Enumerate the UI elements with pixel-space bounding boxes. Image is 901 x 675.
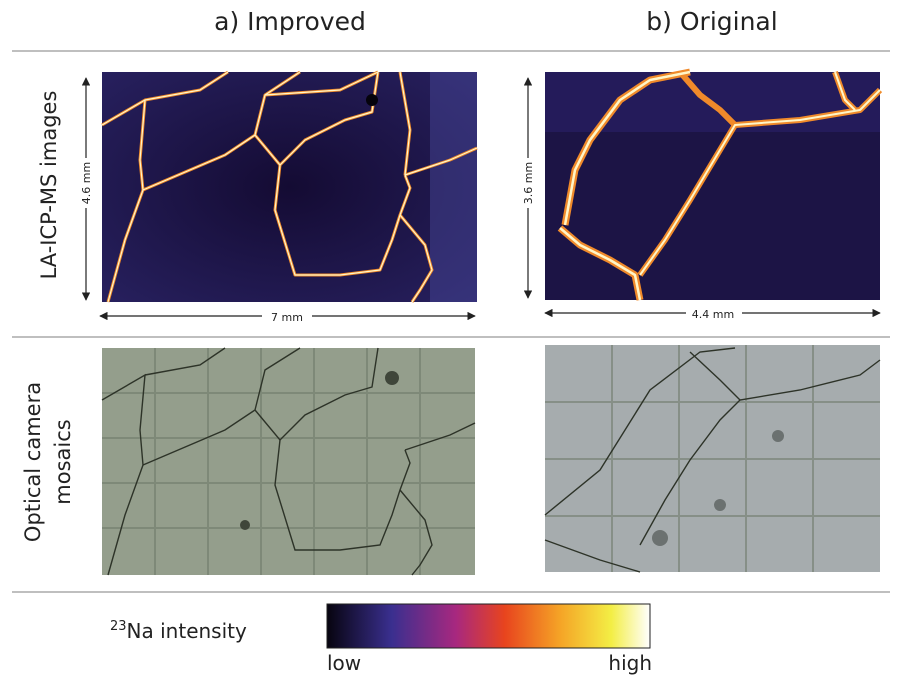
scale-label: 3.6 mm [522, 162, 535, 204]
optical-image-original [544, 345, 881, 573]
colorbar-low: low [327, 651, 361, 675]
scale-label: 4.6 mm [80, 162, 93, 204]
scale-label: 7 mm [271, 311, 303, 324]
scale-label: 4.4 mm [692, 308, 734, 321]
colorbar-title: Na intensity [127, 619, 247, 643]
row-label: mosaics [51, 419, 75, 504]
colorbar-label: 23Na intensity [110, 619, 247, 643]
optical-image-improved [101, 347, 476, 576]
column-header: b) Original [646, 7, 777, 36]
row-label: Optical camera [21, 382, 45, 542]
laicpms-image-improved [101, 70, 478, 303]
colorbar-high: high [608, 651, 652, 675]
laicpms-image-original [545, 68, 883, 301]
row-label: LA-ICP-MS images [37, 91, 61, 280]
isotope-mass: 23 [110, 619, 127, 634]
colorbar [326, 603, 651, 649]
column-header: a) Improved [214, 7, 366, 36]
